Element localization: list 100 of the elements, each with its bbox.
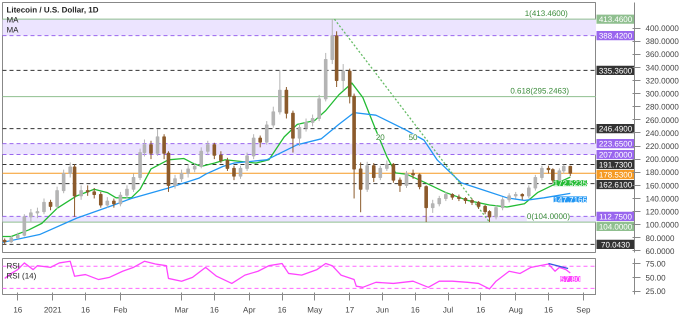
annotation: 0(104.0000) (526, 212, 570, 222)
candlestick (232, 165, 236, 181)
candlestick (132, 173, 136, 192)
y-tick-label: 50.00 (646, 273, 666, 282)
annotation: RSI (14) (6, 272, 37, 280)
candlestick (365, 161, 370, 192)
candlestick (507, 192, 511, 203)
candlestick (304, 118, 308, 132)
candlestick (62, 169, 66, 194)
annotation: 20 (376, 132, 386, 142)
y-tick-label: 400.0000 (646, 24, 680, 34)
ref-line-label: 191.7300 (598, 160, 633, 170)
y-tick-label: 200.0000 (646, 155, 680, 164)
candlestick (444, 191, 448, 202)
candlestick (418, 173, 422, 190)
ref-line-label: 112.7500 (599, 212, 632, 222)
y-tick-label: 280.0000 (646, 102, 680, 112)
y-tick-label: 140.0000 (646, 194, 680, 204)
data-label: 147.7166 (554, 195, 588, 204)
candlestick (430, 199, 435, 214)
candlestick (540, 165, 544, 181)
candlestick (284, 86, 288, 119)
y-tick-label: 180.0000 (646, 168, 680, 178)
candlestick (112, 198, 116, 208)
candlestick (245, 152, 249, 172)
x-tick-label: Aug (508, 306, 523, 314)
candlestick (271, 106, 276, 128)
ref-line-label: 246.4900 (598, 124, 633, 134)
chart-title: Litecoin / U.S. Dollar, 1D (6, 6, 99, 14)
candlestick (192, 162, 196, 173)
y-tick-label: 75.00 (646, 259, 666, 268)
x-tick-label: 16 (278, 306, 288, 314)
annotation: 1(413.4600) (524, 9, 568, 18)
candlestick (341, 64, 345, 91)
candlestick (186, 164, 190, 178)
candlestick (488, 210, 492, 223)
candlestick (264, 120, 269, 146)
x-tick-label: 16 (210, 306, 220, 314)
candlestick (106, 196, 110, 208)
data-label: 172.5235 (554, 179, 588, 188)
x-tick-label: 16 (13, 306, 23, 314)
x-tick-label: Jun (376, 306, 389, 314)
y-tick-label: 320.0000 (646, 76, 680, 86)
candlestick (392, 162, 396, 184)
x-tick-label: 16 (476, 306, 486, 314)
candlestick (55, 186, 59, 210)
y-tick-label: 240.0000 (646, 128, 680, 138)
annotation: MA (6, 16, 20, 24)
annotation: 50 (408, 132, 418, 142)
candlestick (252, 134, 256, 160)
x-tick-label: Jul (442, 306, 454, 314)
y-tick-label: 60.0000 (646, 246, 675, 256)
candlestick (180, 169, 184, 183)
annotation: MA (6, 26, 20, 34)
y-tick-label: 220.0000 (646, 142, 680, 152)
candlestick (226, 157, 230, 172)
candlestick (568, 165, 572, 177)
ref-line-label: 335.3600 (598, 66, 633, 76)
y-tick-label: 120.0000 (646, 208, 680, 217)
ref-line-label: 388.4200 (598, 32, 633, 41)
y-tick-label: 80.0000 (646, 234, 675, 243)
candlestick (125, 184, 129, 199)
x-tick-label: Feb (114, 306, 128, 314)
candlestick (258, 135, 262, 148)
ref-line-label: 104.0000 (598, 222, 633, 232)
candlestick (278, 70, 282, 116)
ref-line-label: 207.0000 (598, 150, 633, 160)
candlestick (310, 114, 314, 127)
candlestick (411, 169, 415, 180)
y-tick-label: 340.0000 (646, 63, 680, 72)
x-tick-label: 16 (410, 306, 420, 314)
candlestick (398, 176, 402, 192)
candlestick (42, 198, 46, 215)
y-tick-label: 25.00 (646, 287, 666, 296)
candlestick (98, 191, 103, 208)
y-tick-label: 360.0000 (646, 50, 680, 60)
candlestick (534, 174, 538, 192)
data-label: 57.80 (560, 275, 581, 284)
annotation: 0.618(295.2463) (510, 86, 570, 96)
x-tick-label: Apr (243, 306, 256, 314)
x-tick-label: 16 (81, 306, 90, 314)
x-tick-label: 17 (345, 306, 355, 314)
ref-line-label: 178.5300 (598, 170, 633, 180)
candlestick (199, 146, 204, 169)
y-tick-label: 260.0000 (646, 116, 680, 125)
x-tick-label: 16 (544, 306, 554, 314)
y-tick-label: 380.0000 (646, 37, 680, 46)
candlestick (149, 140, 153, 160)
candlestick (500, 196, 504, 211)
candlestick (48, 199, 52, 211)
candlestick (206, 140, 210, 156)
candlestick (494, 204, 498, 220)
candlestick (238, 165, 242, 180)
y-tick-label: 160.0000 (646, 181, 680, 190)
y-tick-label: 300.0000 (646, 90, 680, 99)
candlestick (404, 170, 408, 188)
candlestick (378, 165, 382, 181)
candlestick (92, 187, 96, 199)
candlestick (29, 208, 33, 223)
candlestick (68, 162, 72, 178)
